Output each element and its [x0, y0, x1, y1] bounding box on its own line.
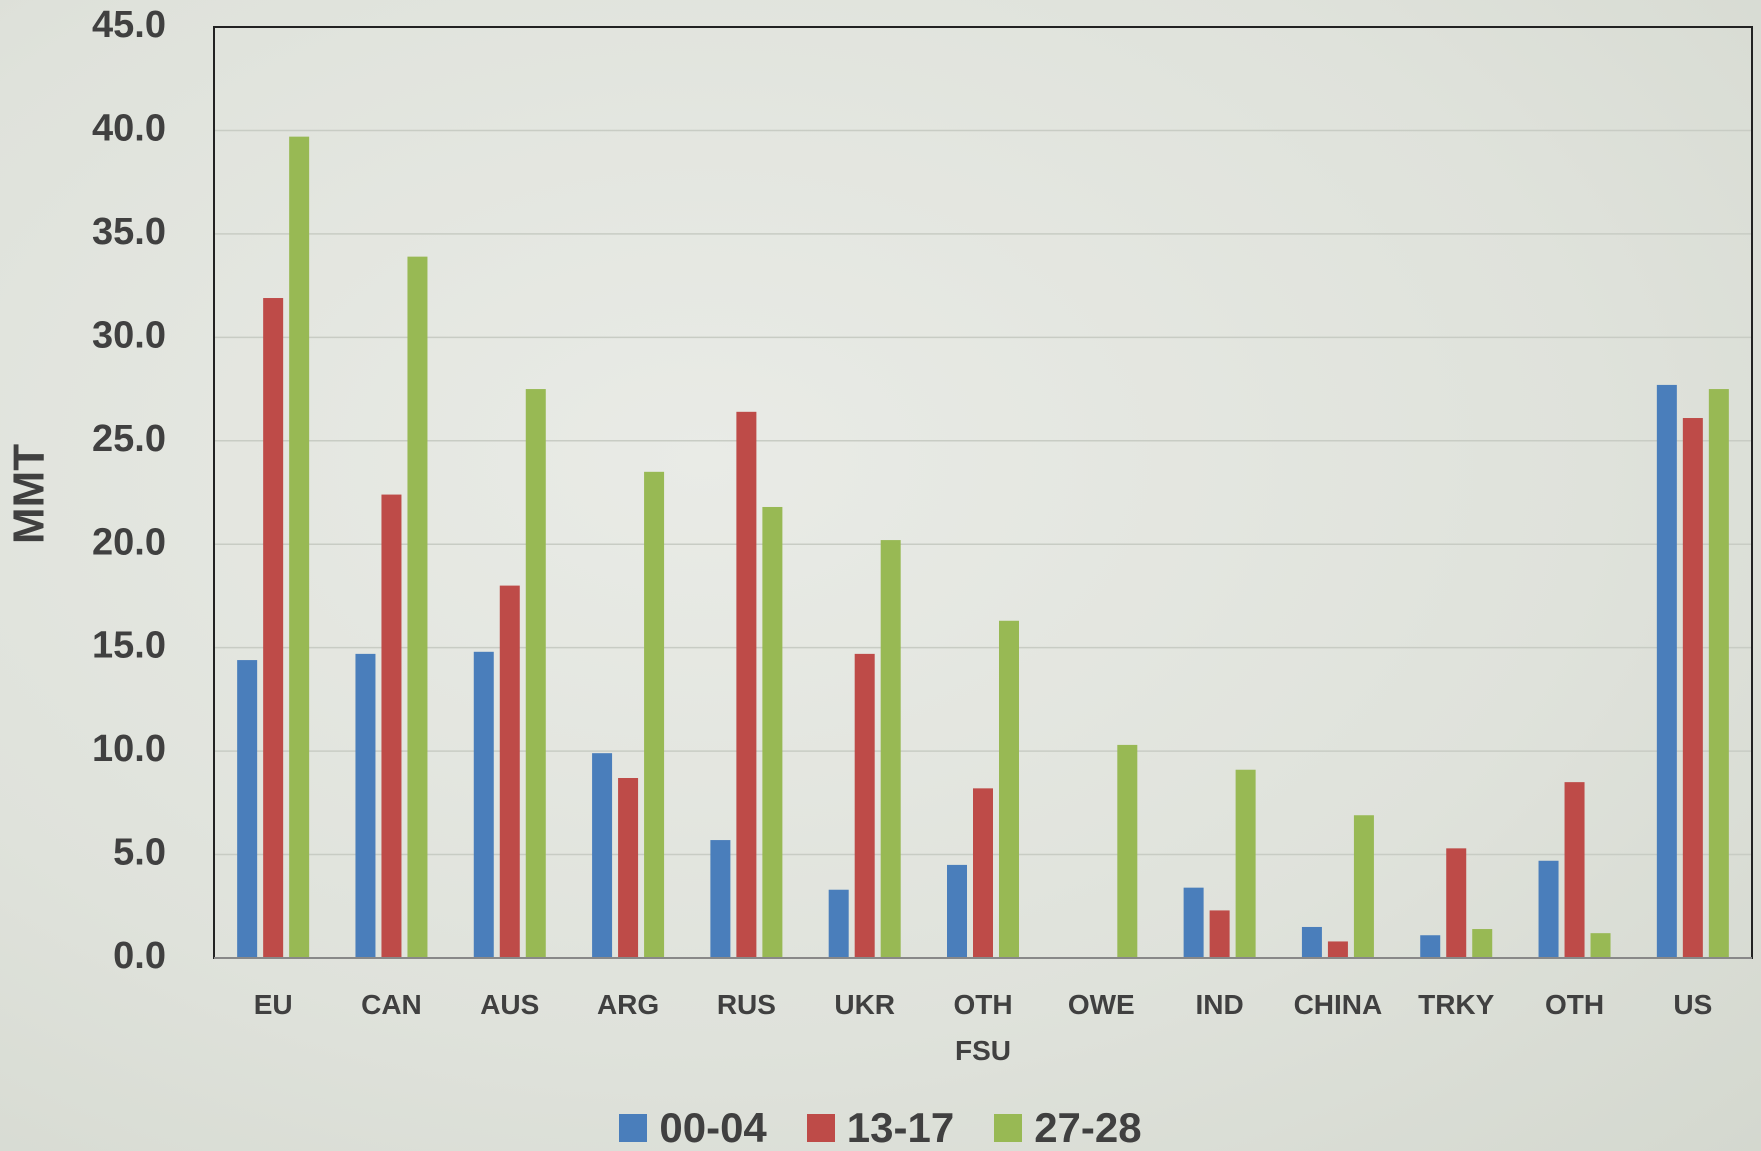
x-tick-label: OTH FSU: [953, 989, 1013, 1066]
x-tick-label: TRKY: [1418, 989, 1495, 1020]
bar: [973, 788, 993, 958]
x-tick-label: CAN: [361, 989, 422, 1020]
bar: [289, 136, 310, 958]
y-tick-label: 35.0: [92, 211, 166, 253]
bar: [1420, 935, 1441, 958]
x-tick-label: ARG: [596, 989, 660, 1020]
bar: [237, 660, 258, 958]
bar: [1538, 860, 1559, 958]
bar: [854, 653, 875, 958]
bar: [947, 864, 967, 958]
bar: [1209, 910, 1230, 958]
x-tick-label: AUS: [480, 989, 540, 1020]
bar: [1564, 782, 1585, 958]
y-tick-label: 45.0: [92, 4, 166, 46]
legend-item: 00-04: [619, 1104, 767, 1151]
x-tick-label: US: [1673, 989, 1713, 1020]
bar: [1235, 769, 1256, 958]
bar: [644, 471, 665, 958]
y-tick-label: 40.0: [92, 107, 166, 149]
bar: [381, 494, 402, 958]
legend-item: 27-28: [994, 1104, 1142, 1151]
bar: [499, 585, 520, 958]
x-tick-label: EU: [253, 989, 293, 1020]
bar: [1117, 744, 1138, 958]
y-tick-label: 10.0: [92, 728, 166, 770]
legend-swatch: [619, 1114, 648, 1142]
bar: [355, 653, 376, 958]
bar: [710, 840, 731, 958]
legend-label: 27-28: [1034, 1104, 1142, 1151]
bar: [1708, 389, 1729, 958]
legend-item: 13-17: [806, 1104, 955, 1151]
bar: [407, 256, 428, 958]
bar: [263, 298, 284, 959]
bar: [592, 753, 613, 958]
bar: [618, 778, 639, 958]
bar: [736, 411, 757, 958]
y-axis-title: MMT: [5, 444, 54, 544]
bar: [1183, 887, 1204, 958]
legend-label: 00-04: [659, 1104, 767, 1151]
y-tick-label: 25.0: [92, 418, 166, 460]
bar: [1446, 848, 1467, 958]
legend-swatch: [994, 1114, 1023, 1142]
bar: [1682, 418, 1703, 958]
legend-label: 13-17: [846, 1104, 955, 1151]
x-tick-label: RUS: [716, 989, 776, 1020]
x-tick-label: OWE: [1067, 989, 1135, 1020]
bar: [1656, 384, 1677, 958]
y-tick-label: 20.0: [92, 521, 166, 563]
legend: 00-04 13-17 27-28: [0, 1104, 1761, 1151]
y-tick-label: 15.0: [92, 625, 166, 667]
y-tick-label: 30.0: [92, 314, 166, 356]
legend-swatch: [806, 1114, 835, 1142]
bar: [828, 889, 849, 958]
bar: [1327, 941, 1348, 958]
bar: [473, 651, 494, 958]
x-tick-label: IND: [1195, 989, 1244, 1020]
bar: [999, 620, 1019, 958]
bar: [1472, 929, 1493, 958]
bar: [880, 540, 901, 958]
y-tick-label: 5.0: [113, 832, 166, 874]
bar: [1353, 815, 1374, 958]
bar: [525, 389, 546, 958]
x-tick-label: UKR: [834, 989, 896, 1020]
bar: [1590, 933, 1611, 958]
bar: [762, 506, 783, 958]
x-tick-label: OTH: [1544, 989, 1605, 1020]
y-tick-label: 0.0: [113, 935, 166, 977]
bar: [1301, 926, 1322, 958]
x-tick-label: CHINA: [1293, 989, 1383, 1020]
